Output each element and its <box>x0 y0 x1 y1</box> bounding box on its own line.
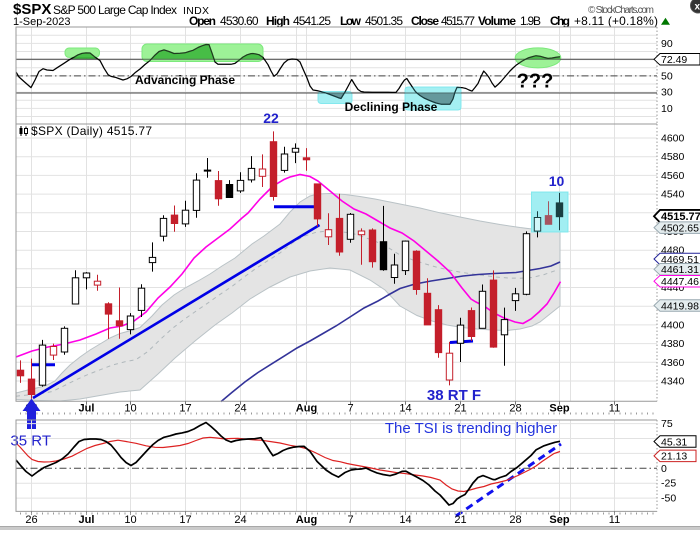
svg-text:4340: 4340 <box>661 376 685 388</box>
svg-text:Sep: Sep <box>549 514 569 526</box>
svg-text:11: 11 <box>609 514 620 526</box>
svg-text:The TSI is trending higher: The TSI is trending higher <box>385 420 557 437</box>
svg-text:4530.60: 4530.60 <box>220 14 259 28</box>
svg-text:7: 7 <box>347 514 353 526</box>
svg-text:10: 10 <box>549 173 565 189</box>
svg-text:1.9B: 1.9B <box>520 14 541 28</box>
svg-text:4380: 4380 <box>661 338 685 350</box>
svg-text:4600: 4600 <box>661 133 685 145</box>
svg-text:Jul: Jul <box>79 514 95 526</box>
svg-text:Chg: Chg <box>550 14 570 28</box>
svg-text:10: 10 <box>124 514 136 526</box>
svg-text:0: 0 <box>661 463 667 475</box>
svg-text:21.13: 21.13 <box>661 451 687 463</box>
svg-text:75: 75 <box>661 418 673 430</box>
svg-text:S&P 500 Large Cap Index: S&P 500 Large Cap Index <box>53 3 177 17</box>
svg-text:-50: -50 <box>661 493 676 505</box>
svg-text:1-Sep-2023: 1-Sep-2023 <box>13 16 71 28</box>
svg-text:50: 50 <box>661 70 673 82</box>
svg-text:???: ??? <box>517 71 554 93</box>
svg-text:4540: 4540 <box>661 189 685 201</box>
svg-text:72.49: 72.49 <box>661 54 687 66</box>
svg-text:4360: 4360 <box>661 357 685 369</box>
svg-text:4580: 4580 <box>661 151 685 163</box>
svg-text:4447.46: 4447.46 <box>661 276 699 288</box>
svg-text:21: 21 <box>454 514 466 526</box>
svg-text:Aug: Aug <box>296 514 317 526</box>
svg-text:4515.77: 4515.77 <box>661 211 700 223</box>
svg-text:4501.35: 4501.35 <box>365 14 403 28</box>
svg-text:4515.77: 4515.77 <box>441 14 475 28</box>
svg-text:+8.11 (+0.18%): +8.11 (+0.18%) <box>574 14 658 28</box>
svg-text:90: 90 <box>661 38 673 50</box>
svg-text:Advancing Phase: Advancing Phase <box>135 73 235 87</box>
svg-text:Open: Open <box>189 14 216 28</box>
svg-text:Declining Phase: Declining Phase <box>345 100 438 114</box>
svg-text:45.31: 45.31 <box>661 436 687 448</box>
svg-text:High: High <box>266 14 290 28</box>
svg-text:4560: 4560 <box>661 170 685 182</box>
svg-text:26: 26 <box>25 514 37 526</box>
svg-text:Close: Close <box>411 14 439 28</box>
svg-text:4400: 4400 <box>661 319 685 331</box>
svg-text:24: 24 <box>234 514 246 526</box>
svg-text:4461.31: 4461.31 <box>661 264 699 276</box>
svg-text:30: 30 <box>661 87 673 99</box>
svg-text:Volume: Volume <box>478 14 516 28</box>
svg-text:x: x <box>695 2 700 13</box>
svg-text:17: 17 <box>179 514 191 526</box>
svg-text:14: 14 <box>399 514 411 526</box>
svg-text:4541.25: 4541.25 <box>293 14 331 28</box>
svg-text:Low: Low <box>340 14 362 28</box>
svg-text:10: 10 <box>661 103 673 115</box>
svg-text:28: 28 <box>509 514 521 526</box>
svg-text:4502.65: 4502.65 <box>661 222 699 234</box>
svg-text:$SPX (Daily) 4515.77: $SPX (Daily) 4515.77 <box>31 124 152 138</box>
svg-text:4419.98: 4419.98 <box>661 300 699 312</box>
svg-text:-25: -25 <box>661 478 676 490</box>
